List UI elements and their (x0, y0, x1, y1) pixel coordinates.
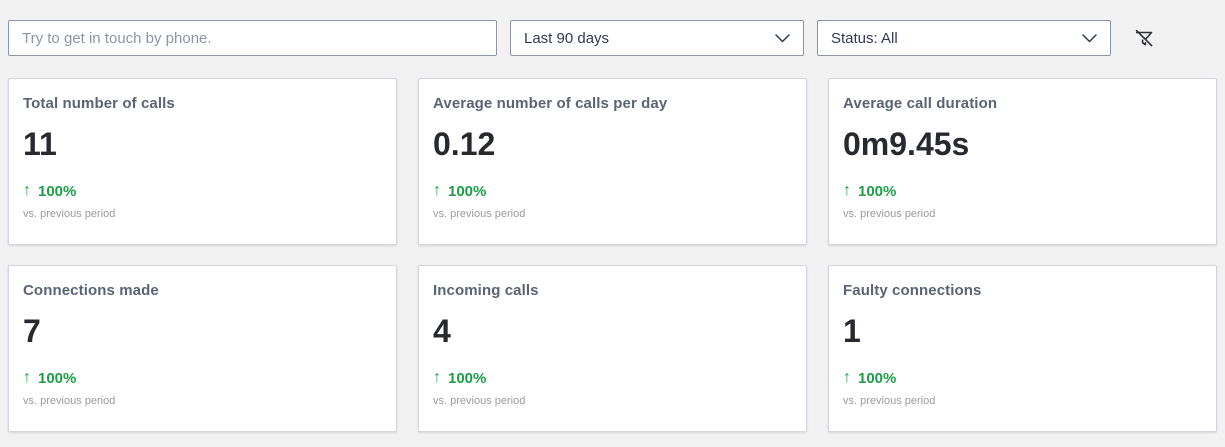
arrow-up-icon: ↑ (843, 182, 851, 199)
chevron-down-icon (1082, 33, 1097, 42)
arrow-up-icon: ↑ (433, 369, 441, 386)
card-value: 7 (23, 313, 41, 349)
trend-indicator: ↑ 100% (23, 369, 382, 387)
comparison-label: vs. previous period (23, 208, 116, 220)
card-value: 4 (433, 313, 451, 349)
trend-percent: 100% (448, 369, 487, 387)
comparison-label: vs. previous period (843, 208, 936, 220)
trend-percent: 100% (858, 182, 897, 200)
card-value: 0.12 (433, 126, 496, 162)
card-value: 1 (843, 313, 861, 349)
card-title: Incoming calls (433, 282, 539, 299)
stats-grid: Total number of calls 11 ↑ 100% vs. prev… (8, 78, 1217, 432)
trend-indicator: ↑ 100% (433, 182, 792, 200)
card-value: 0m9.45s (843, 126, 970, 162)
trend-indicator: ↑ 100% (23, 182, 382, 200)
stat-card-total-calls: Total number of calls 11 ↑ 100% vs. prev… (8, 78, 397, 245)
comparison-label: vs. previous period (433, 208, 526, 220)
filter-off-icon (1135, 29, 1153, 47)
card-value: 11 (23, 126, 57, 162)
trend-indicator: ↑ 100% (433, 369, 792, 387)
search-input[interactable] (8, 20, 497, 56)
comparison-label: vs. previous period (843, 395, 936, 407)
card-title: Average call duration (843, 95, 998, 112)
status-value: Status: All (831, 29, 898, 47)
chevron-down-icon (775, 33, 790, 42)
comparison-label: vs. previous period (23, 395, 116, 407)
card-title: Connections made (23, 282, 159, 299)
date-range-select[interactable]: Last 90 days (510, 20, 804, 56)
card-title: Faulty connections (843, 282, 982, 299)
stat-card-connections-made: Connections made 7 ↑ 100% vs. previous p… (8, 265, 397, 432)
arrow-up-icon: ↑ (433, 182, 441, 199)
trend-percent: 100% (448, 182, 487, 200)
trend-indicator: ↑ 100% (843, 369, 1202, 387)
stat-card-avg-call-duration: Average call duration 0m9.45s ↑ 100% vs.… (828, 78, 1217, 245)
date-range-value: Last 90 days (524, 29, 610, 47)
stat-card-faulty-connections: Faulty connections 1 ↑ 100% vs. previous… (828, 265, 1217, 432)
status-select[interactable]: Status: All (817, 20, 1111, 56)
stat-card-incoming-calls: Incoming calls 4 ↑ 100% vs. previous per… (418, 265, 807, 432)
card-title: Total number of calls (23, 95, 175, 112)
trend-indicator: ↑ 100% (843, 182, 1202, 200)
clear-filters-button[interactable] (1128, 22, 1160, 54)
arrow-up-icon: ↑ (23, 182, 31, 199)
trend-percent: 100% (38, 369, 77, 387)
stat-card-avg-calls-per-day: Average number of calls per day 0.12 ↑ 1… (418, 78, 807, 245)
trend-percent: 100% (858, 369, 897, 387)
card-title: Average number of calls per day (433, 95, 668, 112)
arrow-up-icon: ↑ (23, 369, 31, 386)
trend-percent: 100% (38, 182, 77, 200)
comparison-label: vs. previous period (433, 395, 526, 407)
arrow-up-icon: ↑ (843, 369, 851, 386)
filters-toolbar: Last 90 days Status: All (8, 20, 1217, 56)
